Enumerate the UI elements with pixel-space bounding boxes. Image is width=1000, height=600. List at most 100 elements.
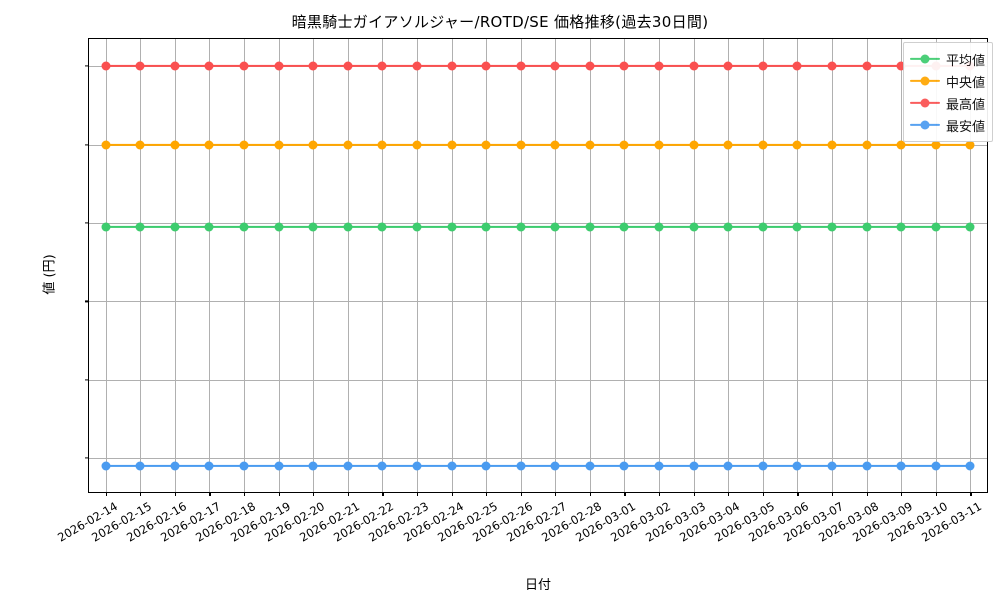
legend-item-3[interactable]: 最高値 xyxy=(909,92,985,114)
data-point-marker xyxy=(758,61,768,71)
data-point-marker xyxy=(585,222,595,232)
x-tick-mark xyxy=(105,492,107,496)
series-line-segment xyxy=(797,465,832,468)
series-line-segment xyxy=(589,143,625,146)
series-line-segment xyxy=(866,465,902,468)
series-line-segment xyxy=(105,225,141,228)
series-line-segment xyxy=(140,465,175,468)
gridline-vertical xyxy=(659,39,661,492)
series-4 xyxy=(89,39,987,492)
gridline-vertical xyxy=(970,39,972,492)
series-2 xyxy=(89,39,987,492)
gridline-vertical xyxy=(693,39,695,492)
legend-item-2[interactable]: 中央値 xyxy=(909,70,985,92)
data-point-marker xyxy=(931,461,941,471)
data-point-marker xyxy=(689,140,699,149)
series-line-segment xyxy=(140,143,175,146)
series-line-segment xyxy=(209,465,244,468)
data-point-marker xyxy=(862,140,872,149)
data-point-marker xyxy=(481,461,491,471)
data-point-marker xyxy=(447,222,457,232)
x-tick-mark xyxy=(451,492,453,496)
data-point-marker xyxy=(689,61,699,71)
plot-area: 801001201401601802026-02-142026-02-15202… xyxy=(55,38,988,545)
x-tick-mark xyxy=(762,492,765,496)
data-point-marker xyxy=(204,222,214,232)
gridline-horizontal xyxy=(89,301,987,303)
data-point-marker xyxy=(827,140,837,149)
data-point-marker xyxy=(101,140,111,149)
series-line-segment xyxy=(659,143,694,146)
data-point-marker xyxy=(308,222,318,232)
x-tick-mark xyxy=(416,492,419,496)
gridline-horizontal xyxy=(89,458,987,460)
gridline-vertical xyxy=(832,39,834,492)
legend-item-1[interactable]: 平均値 xyxy=(909,48,985,70)
series-line-segment xyxy=(486,225,521,228)
data-point-marker xyxy=(239,222,249,232)
series-line-segment xyxy=(762,225,798,228)
data-point-marker xyxy=(965,461,975,471)
x-tick-mark xyxy=(209,492,211,496)
x-tick-mark xyxy=(140,492,142,496)
series-line-segment xyxy=(520,225,556,228)
series-line-segment xyxy=(243,225,279,228)
data-point-marker xyxy=(516,222,526,232)
series-line-segment xyxy=(659,465,694,468)
series-line-segment xyxy=(486,465,521,468)
data-point-marker xyxy=(274,222,284,232)
series-line-segment xyxy=(624,225,660,228)
legend-item-4[interactable]: 最安値 xyxy=(909,114,985,136)
series-line-segment xyxy=(555,64,590,68)
series-line-segment xyxy=(347,143,383,146)
data-point-marker xyxy=(689,461,699,471)
data-point-marker xyxy=(723,61,733,71)
series-line-segment xyxy=(728,143,763,146)
gridline-vertical xyxy=(140,39,142,492)
data-point-marker xyxy=(862,61,872,71)
series-line-segment xyxy=(140,225,175,228)
series-line-segment xyxy=(520,465,556,468)
data-point-marker xyxy=(481,61,491,71)
x-tick-mark xyxy=(624,492,626,496)
data-point-marker xyxy=(550,140,560,149)
data-point-marker xyxy=(931,140,941,149)
gridline-vertical xyxy=(624,39,626,492)
x-tick-mark xyxy=(313,492,315,496)
data-point-marker xyxy=(101,222,111,232)
series-line-segment xyxy=(105,64,141,68)
series-line-segment xyxy=(243,143,279,146)
gridline-vertical xyxy=(728,39,730,492)
data-point-marker xyxy=(723,461,733,471)
data-point-marker xyxy=(447,461,457,471)
legend-item-label: 最安値 xyxy=(945,119,985,135)
data-point-marker xyxy=(343,461,353,471)
series-line-segment xyxy=(693,465,729,468)
series-line-segment xyxy=(382,465,417,468)
series-line-segment xyxy=(935,465,971,468)
y-axis-label: 値 (円) xyxy=(42,254,58,295)
data-point-marker xyxy=(170,140,180,149)
legend-item-label: 平均値 xyxy=(945,53,985,69)
y-tick-mark xyxy=(85,143,89,146)
data-point-marker xyxy=(447,140,457,149)
series-line-segment xyxy=(901,465,936,468)
series-line-segment xyxy=(832,64,867,68)
series-line-segment xyxy=(589,465,625,468)
data-point-marker xyxy=(101,61,111,71)
series-line-segment xyxy=(451,143,487,146)
series-line-segment xyxy=(901,143,936,146)
gridline-vertical xyxy=(105,39,107,492)
data-point-marker xyxy=(550,222,560,232)
data-point-marker xyxy=(723,140,733,149)
series-line-segment xyxy=(624,64,660,68)
series-line-segment xyxy=(935,225,971,228)
data-point-marker xyxy=(343,222,353,232)
data-point-marker xyxy=(412,140,422,149)
x-tick-mark xyxy=(278,492,280,496)
series-line-segment xyxy=(416,465,452,468)
series-line-segment xyxy=(555,225,590,228)
gridline-vertical xyxy=(382,39,384,492)
series-line-segment xyxy=(866,143,902,146)
data-point-marker xyxy=(758,140,768,149)
